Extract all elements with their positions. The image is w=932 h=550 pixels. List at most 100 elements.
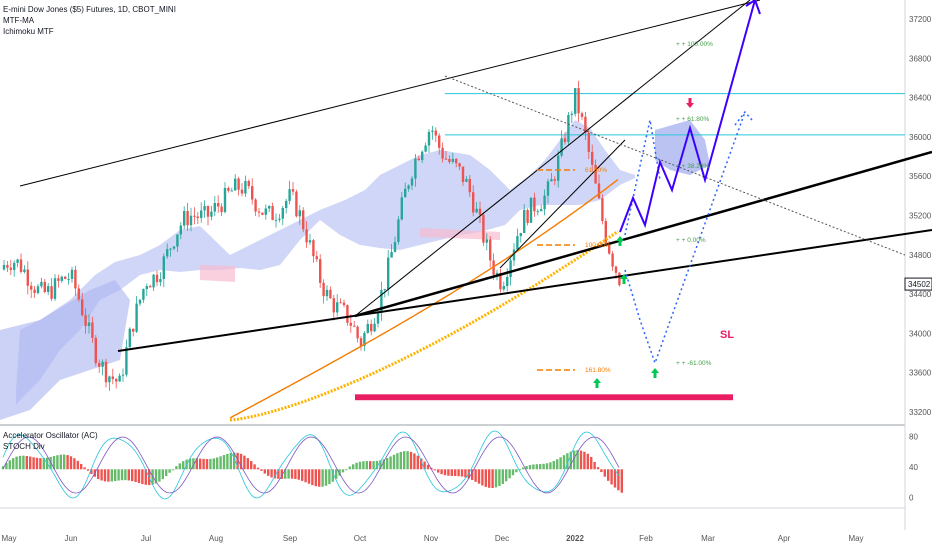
candle-body: [397, 219, 400, 243]
ac-bar: [97, 469, 100, 479]
fib-label: + + 38.20%: [676, 163, 709, 170]
candle-body: [424, 145, 427, 152]
ac-bar: [522, 467, 525, 470]
ac-bar: [355, 462, 358, 470]
sl-label: SL: [720, 329, 734, 341]
candle-body: [587, 132, 590, 152]
candle-body: [574, 88, 577, 114]
ac-bar: [137, 469, 141, 484]
ac-bar: [454, 469, 457, 477]
candle-body: [434, 130, 437, 136]
ac-bar: [392, 454, 396, 470]
x-tick-label: Apr: [778, 534, 791, 543]
candle-body: [353, 325, 356, 327]
ichimoku-cloud: [16, 120, 635, 405]
candle-body: [223, 188, 227, 213]
ac-bar: [141, 469, 144, 485]
candle-body: [407, 185, 410, 189]
y-tick-label: 36000: [909, 133, 932, 142]
candle-body: [271, 206, 274, 220]
candle-body: [601, 198, 604, 222]
candle-body: [591, 151, 594, 165]
ac-bar: [127, 469, 130, 481]
candle-body: [308, 240, 312, 243]
trendline-short: [499, 139, 626, 269]
candle-body: [251, 186, 254, 200]
x-tick-label: Feb: [639, 534, 653, 543]
y-tick-label: 35600: [909, 172, 932, 181]
ac-bar: [552, 460, 555, 470]
ac-bar: [352, 464, 355, 470]
ac-bar: [63, 454, 66, 470]
ac-bar: [433, 469, 436, 471]
ac-bar: [219, 456, 222, 470]
candle-body: [60, 276, 63, 281]
x-tick-label: Mar: [701, 534, 715, 543]
ac-bar: [154, 469, 158, 484]
x-tick-label: May: [1, 534, 16, 543]
lower-y-tick-label: 40: [909, 463, 918, 472]
ac-bar: [362, 461, 365, 470]
ac-bar: [188, 458, 192, 470]
candle-body: [370, 323, 373, 332]
ac-bar: [52, 456, 56, 470]
candle-body: [135, 303, 138, 332]
ac-bar: [539, 464, 542, 470]
candle-body: [9, 267, 12, 270]
candle-body: [64, 276, 67, 279]
ac-bar: [314, 469, 317, 487]
ac-bar: [35, 457, 39, 470]
ac-bar: [481, 469, 484, 486]
candle-body: [540, 209, 543, 212]
ac-bar: [409, 451, 413, 470]
ac-bar: [579, 450, 583, 470]
ac-bar: [304, 469, 307, 483]
ac-bars: [1, 450, 623, 493]
candle-body: [475, 208, 478, 213]
ichimoku-cloud-bear: [420, 228, 500, 240]
projection-path: [619, 0, 756, 233]
ac-bar: [103, 469, 107, 482]
ac-bar: [18, 455, 22, 470]
ac-bar: [22, 455, 25, 470]
candle-body: [604, 221, 607, 243]
candle-body: [203, 206, 206, 211]
candle-body: [325, 289, 329, 297]
ac-bar: [277, 469, 280, 479]
candle-body: [393, 242, 397, 252]
fib-label: + + 61.80%: [676, 116, 709, 123]
lower-legend: Accelerator Oscillator (AC) STOCH Div: [3, 430, 98, 452]
ac-bar: [338, 469, 341, 476]
ac-bar: [375, 460, 379, 470]
ac-bar: [437, 469, 440, 473]
candle-body: [281, 207, 284, 219]
ac-bar: [331, 469, 334, 482]
candle-body: [332, 298, 335, 313]
ac-bar: [416, 455, 419, 470]
ac-bar: [396, 453, 399, 470]
ac-bar: [260, 469, 263, 471]
candle-body: [6, 264, 9, 268]
candle-body: [43, 281, 46, 292]
candle-body: [234, 178, 237, 191]
candle-body: [383, 288, 386, 291]
ac-bar: [457, 469, 460, 477]
ac-bar: [559, 457, 562, 470]
price-badge-label: 34502: [908, 280, 931, 289]
y-tick-label: 36400: [909, 94, 932, 103]
candle-body: [70, 269, 74, 279]
candle-body: [67, 278, 70, 280]
ac-bar: [518, 469, 521, 471]
arrow-up-icon: [593, 378, 601, 388]
ac-bar: [182, 461, 185, 470]
candle-body: [98, 363, 101, 367]
ma-orange-line: [229, 178, 619, 419]
ac-bar: [528, 465, 532, 470]
ac-bar: [25, 456, 28, 470]
candle-body: [230, 190, 233, 192]
ac-bar: [294, 469, 297, 480]
candle-body: [546, 181, 550, 196]
ac-bar: [620, 469, 623, 493]
ac-bar: [423, 461, 426, 470]
